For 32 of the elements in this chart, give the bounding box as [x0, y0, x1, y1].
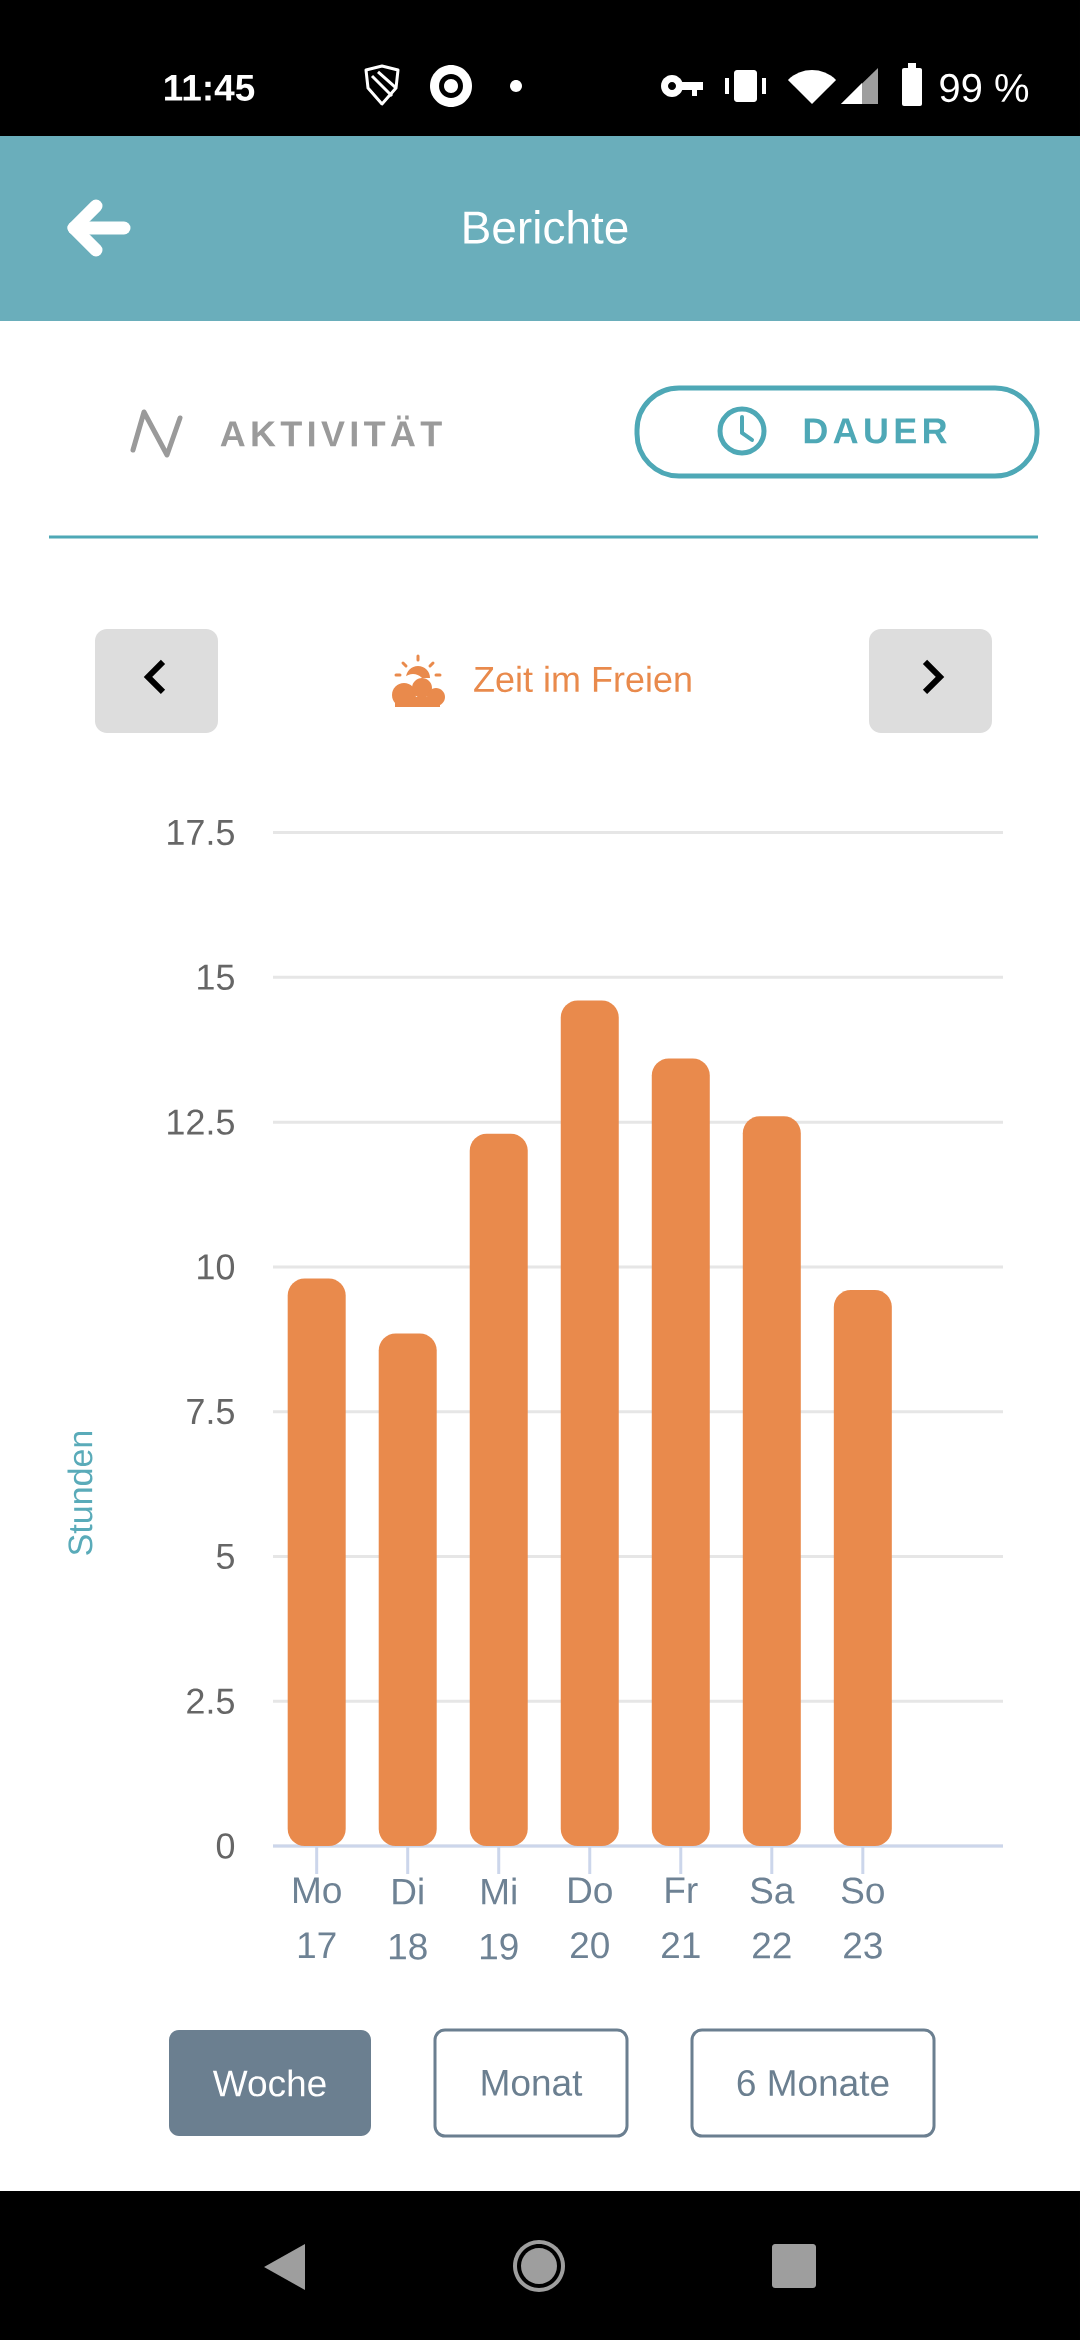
- text: Monat: [482, 2070, 583, 2096]
- x-tick-label: So 23: [841, 1877, 884, 1959]
- bar: [378, 1333, 437, 1846]
- bar: [287, 1278, 346, 1846]
- bar: [742, 1116, 801, 1846]
- text: Woche: [212, 2069, 326, 2097]
- text: 11:45: [165, 75, 255, 101]
- y-tick-label: 2.5: [187, 1688, 234, 1714]
- bar: [651, 1058, 710, 1846]
- bar: [833, 1290, 892, 1846]
- y-tick-label: 10: [198, 1254, 235, 1280]
- bar: [469, 1133, 528, 1846]
- text: DAUER: [804, 418, 947, 444]
- x-tick-label: Mi 19: [480, 1877, 518, 1960]
- y-tick-label: 0: [216, 1833, 235, 1859]
- y-axis-title: Stunden: [67, 1431, 93, 1555]
- y-tick-label: 12.5: [168, 1109, 234, 1135]
- x-tick-label: Sa 22: [750, 1877, 795, 1959]
- text: Berichte: [464, 210, 628, 244]
- x-tick-label: Di 18: [389, 1877, 427, 1960]
- chart-title: Zeit im Freien: [474, 665, 691, 693]
- x-tick-label: Mo 17: [294, 1877, 341, 1958]
- text: 6 Monate: [737, 2069, 889, 2097]
- text: AKTIVITÄT: [220, 415, 442, 447]
- text: 99 %: [940, 73, 1029, 103]
- y-tick-label: 17.5: [168, 820, 234, 846]
- y-tick-label: 15: [198, 964, 234, 990]
- x-tick-label: Fr 21: [662, 1877, 700, 1958]
- y-tick-label: 7.5: [187, 1399, 234, 1425]
- y-tick-label: 5: [216, 1543, 234, 1569]
- bar: [560, 1000, 619, 1846]
- x-tick-label: Do 20: [569, 1877, 612, 1959]
